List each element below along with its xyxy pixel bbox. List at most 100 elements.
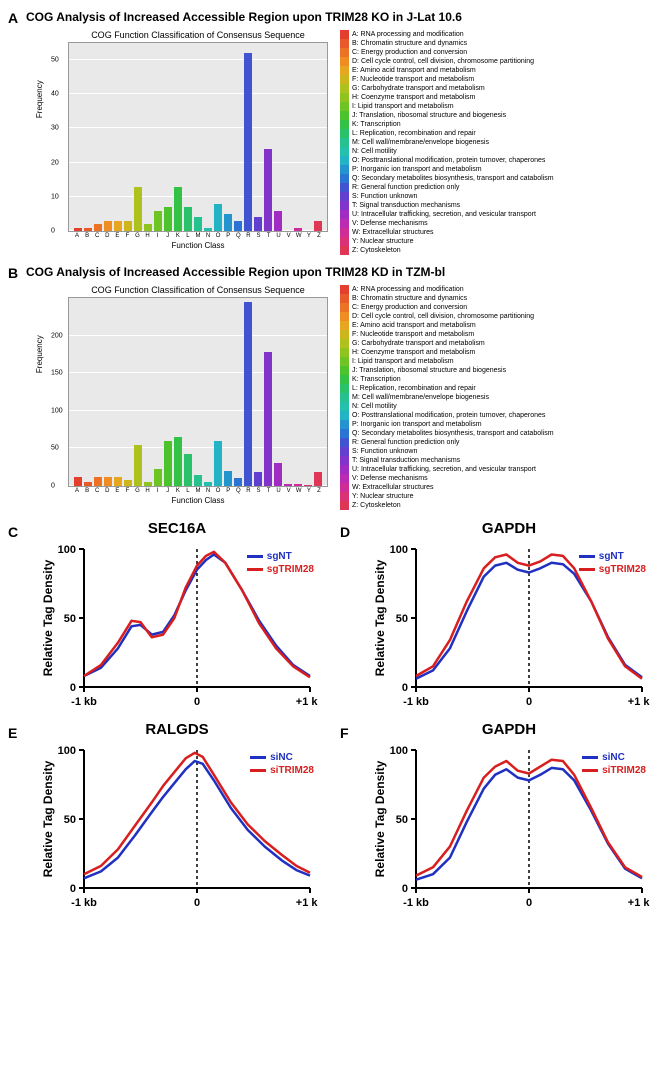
x-tick-labels: ABCDEFGHIJKLMNOPQRSTUVWYZ xyxy=(68,232,328,239)
legend-item: L: Replication, recombination and repair xyxy=(340,129,660,138)
svg-text:0: 0 xyxy=(70,682,76,694)
legend-item: Y: Nuclear structure xyxy=(340,237,660,246)
legend-item: K: Transcription xyxy=(340,120,660,129)
svg-text:100: 100 xyxy=(390,544,408,556)
legend-item: Q: Secondary metabolites biosynthesis, t… xyxy=(340,429,660,438)
panel-letter: E xyxy=(8,721,26,910)
legend-item: S: Function unknown xyxy=(340,192,660,201)
bar-C xyxy=(94,477,102,486)
svg-text:-1 kb: -1 kb xyxy=(71,897,97,909)
bar-L xyxy=(184,454,192,486)
legend-item: M: Cell wall/membrane/envelope biogenesi… xyxy=(340,393,660,402)
bar-M xyxy=(194,217,202,231)
line-chart: 050100-1 kb0+1 kbRelative Tag DensitysiN… xyxy=(38,740,318,910)
svg-text:100: 100 xyxy=(390,745,408,757)
svg-text:-1 kb: -1 kb xyxy=(71,696,97,708)
legend-item: D: Cell cycle control, cell division, ch… xyxy=(340,312,660,321)
bar-T xyxy=(264,352,272,486)
bar-M xyxy=(194,475,202,486)
bar-I xyxy=(154,211,162,232)
cog-legend: A: RNA processing and modificationB: Chr… xyxy=(340,285,660,510)
legend-item: O: Posttranslational modification, prote… xyxy=(340,411,660,420)
legend-item: W: Extracellular structures xyxy=(340,483,660,492)
bar-G xyxy=(134,445,142,486)
svg-text:100: 100 xyxy=(58,745,76,757)
svg-text:50: 50 xyxy=(396,814,408,826)
legend-item: N: Cell motility xyxy=(340,402,660,411)
bar-L xyxy=(184,207,192,231)
line-legend: sgNTsgTRIM28 xyxy=(247,551,314,577)
panel-title: COG Analysis of Increased Accessible Reg… xyxy=(26,265,445,279)
bar-Q xyxy=(234,221,242,231)
bar-J xyxy=(164,441,172,486)
legend-item: R: General function prediction only xyxy=(340,438,660,447)
legend-item: N: Cell motility xyxy=(340,147,660,156)
legend-item: P: Inorganic ion transport and metabolis… xyxy=(340,420,660,429)
bar-O xyxy=(214,441,222,486)
svg-text:Relative Tag Density: Relative Tag Density xyxy=(373,760,387,877)
bar-A xyxy=(74,477,82,486)
panel-title: GAPDH xyxy=(358,520,660,537)
svg-text:+1 kb: +1 kb xyxy=(296,696,318,708)
chart-subtitle: COG Function Classification of Consensus… xyxy=(68,285,328,295)
bar-E xyxy=(114,477,122,486)
svg-text:0: 0 xyxy=(526,897,532,909)
bar-V xyxy=(284,484,292,486)
svg-text:0: 0 xyxy=(402,883,408,895)
bar-R xyxy=(244,53,252,231)
chart-subtitle: COG Function Classification of Consensus… xyxy=(68,30,328,40)
bar-F xyxy=(124,480,132,486)
legend-item: R: General function prediction only xyxy=(340,183,660,192)
legend-item: E: Amino acid transport and metabolism xyxy=(340,66,660,75)
line-legend: siNCsiTRIM28 xyxy=(250,752,314,778)
legend-item: A: RNA processing and modification xyxy=(340,30,660,39)
bar-U xyxy=(274,463,282,486)
bar-O xyxy=(214,204,222,231)
bar-H xyxy=(144,224,152,231)
bar-P xyxy=(224,471,232,486)
bar-plot-area: Frequency 050100150200 xyxy=(68,297,328,487)
panel-d: D GAPDH 050100-1 kb0+1 kbRelative Tag De… xyxy=(340,520,660,709)
panel-letter: A xyxy=(8,10,26,26)
legend-item: S: Function unknown xyxy=(340,447,660,456)
svg-text:50: 50 xyxy=(64,613,76,625)
legend-item: M: Cell wall/membrane/envelope biogenesi… xyxy=(340,138,660,147)
bar-U xyxy=(274,211,282,232)
panel-b: B COG Analysis of Increased Accessible R… xyxy=(8,265,660,510)
legend-item: Z: Cytoskeleton xyxy=(340,501,660,510)
panel-title: GAPDH xyxy=(358,721,660,738)
legend-item: Q: Secondary metabolites biosynthesis, t… xyxy=(340,174,660,183)
y-axis-label: Frequency xyxy=(35,335,44,373)
legend-item: Y: Nuclear structure xyxy=(340,492,660,501)
bar-P xyxy=(224,214,232,231)
panel-letter: C xyxy=(8,520,26,709)
legend-item: I: Lipid transport and metabolism xyxy=(340,357,660,366)
legend-item: T: Signal transduction mechanisms xyxy=(340,201,660,210)
svg-text:50: 50 xyxy=(64,814,76,826)
bar-S xyxy=(254,217,262,231)
bar-B xyxy=(84,228,92,231)
bar-R xyxy=(244,302,252,486)
bar-Q xyxy=(234,478,242,486)
legend-item: E: Amino acid transport and metabolism xyxy=(340,321,660,330)
bar-chart: COG Function Classification of Consensus… xyxy=(68,285,328,510)
bar-K xyxy=(174,437,182,486)
bar-A xyxy=(74,228,82,231)
line-legend: siNCsiTRIM28 xyxy=(582,752,646,778)
svg-text:+1 kb: +1 kb xyxy=(628,897,650,909)
bar-Z xyxy=(314,472,322,486)
bar-C xyxy=(94,224,102,231)
legend-item: A: RNA processing and modification xyxy=(340,285,660,294)
legend-item: U: Intracellular trafficking, secretion,… xyxy=(340,210,660,219)
legend-item: F: Nucleotide transport and metabolism xyxy=(340,330,660,339)
bar-T xyxy=(264,149,272,231)
panel-f: F GAPDH 050100-1 kb0+1 kbRelative Tag De… xyxy=(340,721,660,910)
panel-a: A COG Analysis of Increased Accessible R… xyxy=(8,10,660,255)
bar-N xyxy=(204,228,212,231)
x-axis-label: Function Class xyxy=(68,496,328,505)
legend-item: C: Energy production and conversion xyxy=(340,48,660,57)
legend-item: G: Carbohydrate transport and metabolism xyxy=(340,84,660,93)
svg-text:+1 kb: +1 kb xyxy=(628,696,650,708)
cog-legend: A: RNA processing and modificationB: Chr… xyxy=(340,30,660,255)
panel-letter: F xyxy=(340,721,358,910)
